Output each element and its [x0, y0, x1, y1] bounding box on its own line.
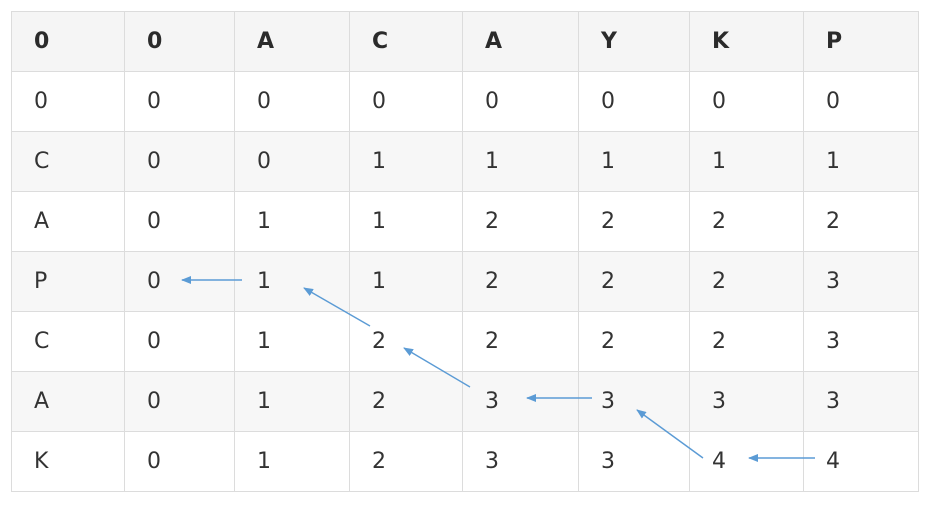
table-cell: 3: [462, 371, 579, 432]
table-cell: 0: [124, 71, 235, 132]
table-cell: 4: [803, 431, 919, 492]
table-cell: 3: [803, 311, 919, 372]
table-cell: 2: [349, 311, 463, 372]
table-cell: 2: [462, 311, 579, 372]
lcs-table: 0 0 A C A Y K P 0 0 0 0 0 0 0 0 C: [11, 11, 919, 492]
table-cell: 0: [124, 131, 235, 192]
header-cell: C: [349, 11, 463, 72]
table-cell: 2: [689, 191, 804, 252]
table-cell: C: [11, 311, 125, 372]
header-cell: 0: [11, 11, 125, 72]
table-cell: P: [11, 251, 125, 312]
table-cell: 1: [349, 251, 463, 312]
table-cell: 2: [349, 371, 463, 432]
table-cell: 1: [234, 431, 350, 492]
table-cell: 4: [689, 431, 804, 492]
table-cell: 1: [234, 251, 350, 312]
table-cell: 3: [578, 431, 690, 492]
table-cell: 0: [124, 191, 235, 252]
table-cell: 2: [349, 431, 463, 492]
table-cell: 0: [124, 431, 235, 492]
table-row: C 0 0 1 1 1 1 1: [11, 131, 919, 192]
table-cell: 1: [234, 191, 350, 252]
table-cell: 3: [462, 431, 579, 492]
table-cell: 1: [803, 131, 919, 192]
table-cell: K: [11, 431, 125, 492]
header-cell: A: [234, 11, 350, 72]
table-cell: C: [11, 131, 125, 192]
table-cell: 3: [803, 251, 919, 312]
table-cell: 0: [689, 71, 804, 132]
table-cell: 0: [124, 371, 235, 432]
table-cell: A: [11, 371, 125, 432]
table-cell: 1: [349, 191, 463, 252]
table-cell: 1: [578, 131, 690, 192]
table-row: P 0 1 1 2 2 2 3: [11, 251, 919, 312]
table-cell: 2: [462, 251, 579, 312]
table-cell: 3: [689, 371, 804, 432]
table-row: C 0 1 2 2 2 2 3: [11, 311, 919, 372]
table-cell: 0: [578, 71, 690, 132]
header-cell: K: [689, 11, 804, 72]
table-cell: 1: [349, 131, 463, 192]
table-cell: 0: [234, 131, 350, 192]
table-cell: A: [11, 191, 125, 252]
table-cell: 2: [578, 311, 690, 372]
table-cell: 2: [689, 251, 804, 312]
table-row: 0 0 0 0 0 0 0 0: [11, 71, 919, 132]
table-cell: 0: [124, 251, 235, 312]
header-cell: 0: [124, 11, 235, 72]
table-cell: 2: [689, 311, 804, 372]
table-row: K 0 1 2 3 3 4 4: [11, 431, 919, 492]
table-cell: 2: [803, 191, 919, 252]
table-cell: 0: [11, 71, 125, 132]
table-cell: 3: [578, 371, 690, 432]
table-cell: 1: [689, 131, 804, 192]
table-cell: 0: [803, 71, 919, 132]
table-cell: 0: [349, 71, 463, 132]
table-cell: 2: [462, 191, 579, 252]
lcs-grid: 0 0 A C A Y K P 0 0 0 0 0 0 0 0 C: [11, 11, 919, 492]
table-cell: 0: [124, 311, 235, 372]
table-cell: 0: [234, 71, 350, 132]
table-cell: 3: [803, 371, 919, 432]
table-cell: 2: [578, 251, 690, 312]
header-cell: A: [462, 11, 579, 72]
table-cell: 1: [234, 311, 350, 372]
table-cell: 1: [234, 371, 350, 432]
table-row: A 0 1 2 3 3 3 3: [11, 371, 919, 432]
header-row: 0 0 A C A Y K P: [11, 11, 919, 72]
header-cell: P: [803, 11, 919, 72]
header-cell: Y: [578, 11, 690, 72]
table-row: A 0 1 1 2 2 2 2: [11, 191, 919, 252]
table-cell: 1: [462, 131, 579, 192]
table-cell: 2: [578, 191, 690, 252]
table-cell: 0: [462, 71, 579, 132]
